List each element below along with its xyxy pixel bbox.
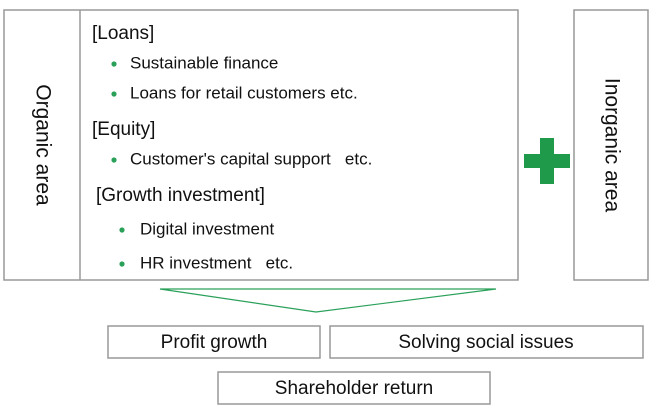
outcome-box (107, 325, 321, 359)
plus-icon (524, 138, 570, 184)
sections: [Loans] Sustainable finance Loans for reta… (92, 23, 372, 272)
shareholder-box (217, 371, 491, 405)
funnel-arrow (159, 288, 497, 313)
shareholder-label: Shareholder return (275, 378, 433, 399)
bullet (119, 227, 125, 233)
bullet (111, 91, 117, 97)
bullet (111, 61, 117, 67)
organic-label: Organic area (31, 84, 54, 206)
section-heading: [Equity] (92, 119, 155, 140)
outcome-label: Solving social issues (398, 332, 573, 353)
inorganic-box (573, 9, 649, 281)
section-item: HR investment etc. (140, 253, 293, 272)
outcome-box (329, 325, 644, 359)
section-item: Digital investment (140, 219, 274, 238)
bullet (119, 261, 125, 267)
organic-box (3, 9, 519, 281)
section-item: Customer's capital support etc. (130, 149, 372, 168)
bullet (111, 157, 117, 163)
inorganic-label: Inorganic area (600, 78, 623, 213)
outcome-label: Profit growth (161, 332, 268, 353)
section-heading: [Growth investment] (96, 185, 265, 206)
section-item: Loans for retail customers etc. (130, 83, 358, 102)
section-item: Sustainable finance (130, 53, 278, 72)
section-heading: [Loans] (92, 23, 154, 44)
